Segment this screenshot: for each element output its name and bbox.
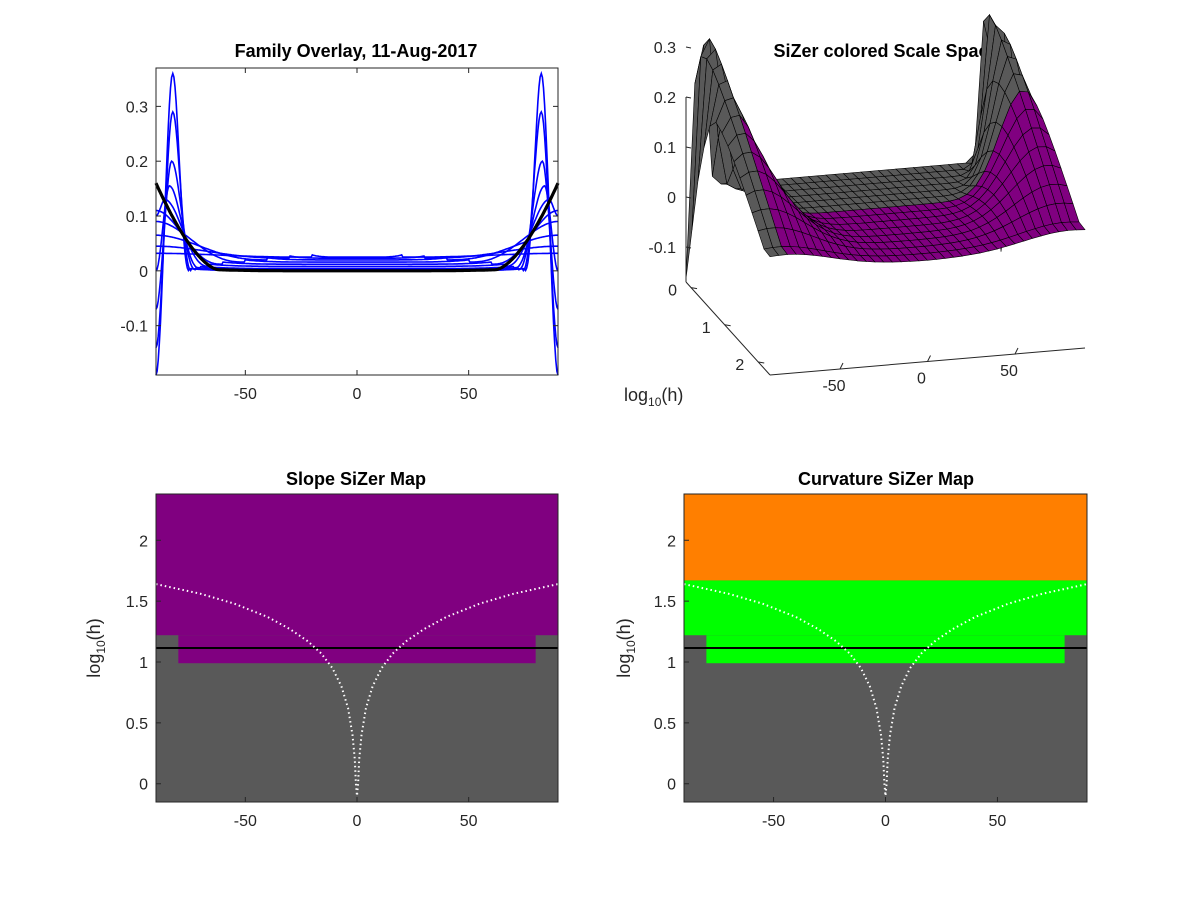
slope-xtick-label: 50 [460, 813, 478, 830]
surface-htick-label: 0 [668, 283, 677, 300]
curvature-region-2 [684, 494, 1087, 581]
surface-htick-label: 2 [735, 357, 744, 374]
curvature-ytick-label: 0.5 [654, 716, 676, 733]
surface-htick-mark [724, 324, 731, 327]
slope-region-3 [178, 635, 536, 664]
family-curve-10 [156, 252, 558, 258]
surface-ztick-mark [685, 96, 692, 99]
surface-patch [1069, 221, 1086, 231]
curvature-xtick-label: 0 [881, 813, 890, 830]
surface-xtick-label: -50 [822, 378, 845, 395]
family-overlay-title: Family Overlay, 11-Aug-2017 [235, 41, 478, 61]
surface-ztick-label: 0.1 [654, 140, 676, 157]
family-overlay-plot: -50 0 50 -0.1 0 0.1 0.2 0.3 [120, 67, 560, 403]
surface-xtick-mark [1014, 347, 1019, 355]
slope-ytick-label: 0.5 [126, 716, 148, 733]
family-highlight-curve [154, 182, 560, 273]
family-curve-9 [156, 245, 558, 259]
family-xtick-label: -50 [234, 386, 257, 403]
slope-ytick-label: 2 [139, 533, 148, 550]
curvature-xtick-label: -50 [762, 813, 785, 830]
slope-region-2 [156, 494, 558, 636]
family-curve-7 [156, 220, 558, 263]
slope-sizer-ylabel: log10(h) [84, 618, 108, 677]
curvature-sizer-title: Curvature SiZer Map [798, 469, 974, 489]
surface-xtick-mark [839, 362, 844, 370]
scale-space-ylabel: log10(h) [624, 385, 683, 409]
slope-sizer-panel: Slope SiZer Map -50 0 50 0 0.5 1 1.5 2 log10(h) [84, 469, 559, 830]
surface-xtick-mark [927, 355, 931, 362]
surface-ztick-label: 0.3 [654, 40, 676, 57]
slope-xtick-label: -50 [234, 813, 257, 830]
family-ytick-label: -0.1 [120, 319, 148, 336]
surface-htick-mark [690, 287, 698, 290]
curvature-region-4 [706, 635, 1065, 664]
surface-ztick-mark [685, 196, 692, 199]
surface-htick-label: 1 [702, 320, 711, 337]
family-ytick-label: 0.2 [126, 154, 148, 171]
surface-xtick-label: 0 [917, 371, 926, 388]
family-xtick-label: 50 [460, 386, 478, 403]
scale-space-panel: SiZer colored Scale Space -50 0 50 0 1 2 -0.1 0… [624, 13, 1086, 409]
family-curve-5 [155, 198, 559, 268]
scale-space-surface: -50 0 50 0 1 2 -0.1 0 0.1 0.2 0.3 [648, 13, 1086, 395]
family-curve-6 [155, 209, 559, 266]
slope-sizer-title: Slope SiZer Map [286, 469, 426, 489]
surface-ztick-mark [685, 46, 692, 49]
surface-ztick-mark [685, 146, 692, 149]
family-overlay-panel: Family Overlay, 11-Aug-2017 -50 0 50 -0.1 0 0… [120, 41, 560, 403]
curvature-region-3 [684, 580, 1087, 636]
scale-space-title: SiZer colored Scale Space [773, 41, 998, 61]
curvature-sizer-panel: Curvature SiZer Map -50 0 50 0 0.5 1 1.5 2 log1… [614, 469, 1088, 830]
family-plot-area [156, 68, 558, 375]
slope-xtick-label: 0 [353, 813, 362, 830]
curvature-sizer-map: -50 0 50 0 0.5 1 1.5 2 [654, 493, 1088, 830]
slope-ytick-label: 1.5 [126, 594, 148, 611]
surface-ztick-label: 0.2 [654, 90, 676, 107]
surface-ztick-label: -0.1 [648, 240, 676, 257]
curvature-xtick-label: 50 [989, 813, 1007, 830]
slope-window-curve [155, 583, 559, 796]
surface-ztick-mark [685, 246, 692, 249]
family-curve-4 [155, 184, 559, 272]
slope-sizer-map: -50 0 50 0 0.5 1 1.5 2 [126, 493, 559, 830]
curvature-ytick-label: 0 [667, 777, 676, 794]
curvature-ytick-label: 1.5 [654, 594, 676, 611]
surface-xtick-label: 50 [1000, 363, 1018, 380]
surface-ztick-label: 0 [667, 190, 676, 207]
family-xtick-label: 0 [353, 386, 362, 403]
surface-h-axis [685, 281, 771, 376]
family-ytick-label: 0.1 [126, 209, 148, 226]
curvature-ytick-label: 1 [667, 655, 676, 672]
slope-ytick-label: 0 [139, 777, 148, 794]
surface-htick-mark [758, 361, 765, 364]
family-ytick-label: 0.3 [126, 99, 148, 116]
family-ytick-label: 0 [139, 264, 148, 281]
curvature-sizer-ylabel: log10(h) [614, 618, 638, 677]
curvature-window-curve [683, 583, 1088, 796]
curvature-ytick-label: 2 [667, 533, 676, 550]
slope-ytick-label: 1 [139, 655, 148, 672]
